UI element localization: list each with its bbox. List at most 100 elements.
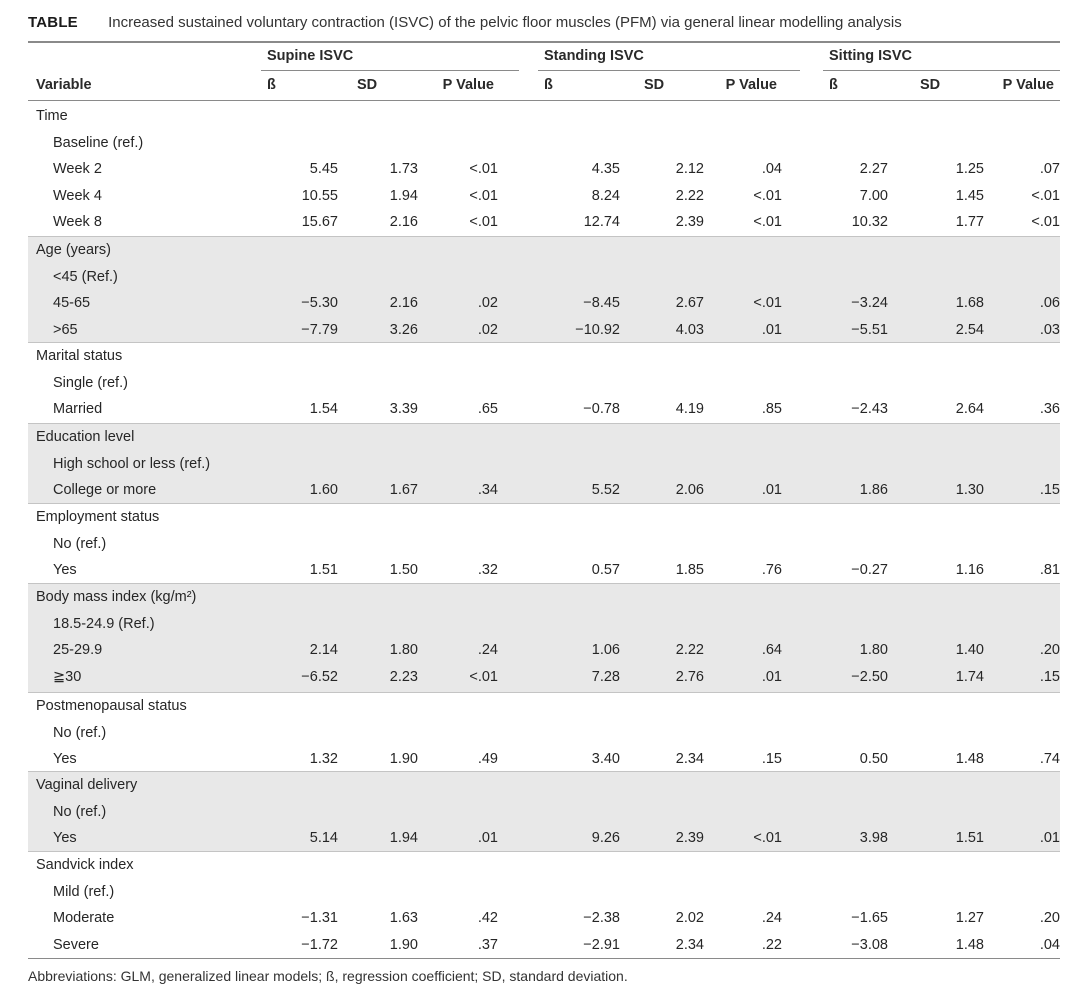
section-title-row: Employment status (28, 504, 1060, 530)
table-row: No (ref.) (28, 531, 1060, 557)
supine-beta-cell: −5.30 (301, 295, 338, 312)
supine-p-value-cell: .37 (477, 936, 498, 953)
standing-p-value-cell: .85 (761, 401, 782, 418)
supine-beta-cell: 1.54 (309, 401, 338, 418)
table-row: Mild (ref.) (28, 879, 1060, 905)
sitting-beta-cell: 1.80 (859, 642, 888, 659)
sitting-p-value-cell: .81 (1039, 562, 1060, 579)
table-row: College or more 1.60 1.67 .34 5.52 2.06 .01 1.8… (28, 477, 1060, 503)
sitting-beta-cell: 10.32 (851, 214, 888, 231)
standing-beta-cell: 1.06 (591, 642, 620, 659)
section-title-row: Body mass index (kg/m²) (28, 584, 1060, 610)
supine-p-value-cell: <.01 (469, 187, 498, 204)
standing-sd-cell: 2.39 (675, 214, 704, 231)
sitting-sd-cell: 1.74 (955, 668, 984, 685)
row-label: Mild (ref.) (53, 883, 115, 900)
row-label: No (ref.) (53, 803, 107, 820)
table-row: Yes 1.32 1.90 .49 3.40 2.34 .15 0.50 1.48 .74 (28, 746, 1060, 772)
supine-beta-cell: −1.72 (301, 936, 338, 953)
table-row: Week 4 10.55 1.94 <.01 8.24 2.22 <.01 7.00 1.45 <… (28, 183, 1060, 209)
table-row: Baseline (ref.) (28, 130, 1060, 156)
row-label: High school or less (ref.) (53, 455, 211, 472)
table-row: Married 1.54 3.39 .65 −0.78 4.19 .85 −2.43 2.64.… (28, 396, 1060, 422)
row-label: >65 (53, 321, 78, 338)
section-title: Time (36, 108, 68, 124)
table-row: 25-29.9 2.14 1.80 .24 1.06 2.22 .64 1.80 1.40 .20 (28, 637, 1060, 663)
section-title: Marital status (36, 348, 123, 364)
sitting-p-value-cell: <.01 (1031, 187, 1060, 204)
group-rule-supine (261, 70, 519, 71)
supine-sd-cell: 1.90 (389, 936, 418, 953)
column-header-beta: ß (544, 77, 553, 93)
standing-beta-cell: −2.91 (583, 936, 620, 953)
section-title: Education level (36, 429, 135, 445)
table-row: Moderate −1.31 1.63 .42 −2.38 2.02 .24 −1.65 1.2… (28, 905, 1060, 931)
sitting-beta-cell: 7.00 (859, 187, 888, 204)
sitting-p-value-cell: .15 (1039, 482, 1060, 499)
row-label: Moderate (53, 910, 115, 927)
standing-beta-cell: 12.74 (583, 214, 620, 231)
supine-beta-cell: 2.14 (309, 642, 338, 659)
group-rule-sitting (823, 70, 1060, 71)
row-label: No (ref.) (53, 724, 107, 741)
standing-p-value-cell: .76 (761, 562, 782, 579)
sitting-p-value-cell: .06 (1039, 295, 1060, 312)
standing-sd-cell: 2.67 (675, 295, 704, 312)
standing-beta-cell: −0.78 (583, 401, 620, 418)
header-rule (28, 100, 1060, 101)
sitting-sd-cell: 1.16 (955, 562, 984, 579)
row-label: Week 2 (53, 161, 102, 178)
group-rule-standing (538, 70, 800, 71)
sitting-p-value-cell: .20 (1039, 910, 1060, 927)
section-band (28, 771, 1060, 851)
table-row: Yes 5.14 1.94 .01 9.26 2.39 <.01 3.98 1.51 .01 (28, 825, 1060, 851)
standing-sd-cell: 2.34 (675, 751, 704, 768)
supine-p-value-cell: .24 (477, 642, 498, 659)
table-row: <45 (Ref.) (28, 264, 1060, 290)
standing-beta-cell: 0.57 (591, 562, 620, 579)
section-title: Employment status (36, 509, 160, 525)
sitting-beta-cell: 2.27 (859, 161, 888, 178)
supine-beta-cell: −6.52 (301, 668, 338, 685)
section-divider (28, 423, 1060, 424)
row-label: 25-29.9 (53, 642, 103, 659)
sitting-p-value-cell: <.01 (1031, 214, 1060, 231)
sitting-beta-cell: −3.08 (851, 936, 888, 953)
standing-beta-cell: 8.24 (591, 187, 620, 204)
supine-sd-cell: 3.26 (389, 321, 418, 338)
section-divider (28, 851, 1060, 852)
standing-beta-cell: 4.35 (591, 161, 620, 178)
column-header-p-value: P Value (1002, 77, 1054, 93)
sitting-beta-cell: −3.24 (851, 295, 888, 312)
sitting-sd-cell: 1.48 (955, 751, 984, 768)
sitting-beta-cell: 3.98 (859, 830, 888, 847)
section-title-row: Postmenopausal status (28, 693, 1060, 719)
supine-sd-cell: 1.80 (389, 642, 418, 659)
standing-p-value-cell: <.01 (753, 830, 782, 847)
standing-beta-cell: −10.92 (575, 321, 620, 338)
supine-beta-cell: 1.51 (309, 562, 338, 579)
sitting-p-value-cell: .03 (1039, 321, 1060, 338)
group-header-sitting: Sitting ISVC (829, 48, 912, 64)
standing-sd-cell: 2.22 (675, 187, 704, 204)
section-band (28, 583, 1060, 692)
column-header-sd: SD (920, 77, 941, 93)
supine-sd-cell: 1.73 (389, 161, 418, 178)
sitting-p-value-cell: .20 (1039, 642, 1060, 659)
sitting-sd-cell: 1.51 (955, 830, 984, 847)
sitting-p-value-cell: .36 (1039, 401, 1060, 418)
supine-sd-cell: 1.90 (389, 751, 418, 768)
supine-beta-cell: −1.31 (301, 910, 338, 927)
row-label: <45 (Ref.) (53, 268, 118, 285)
standing-sd-cell: 4.03 (675, 321, 704, 338)
row-label: Married (53, 401, 103, 418)
row-label: Baseline (ref.) (53, 134, 144, 151)
supine-sd-cell: 1.67 (389, 482, 418, 499)
supine-beta-cell: 10.55 (301, 187, 338, 204)
standing-p-value-cell: <.01 (753, 187, 782, 204)
standing-p-value-cell: .64 (761, 642, 782, 659)
caption-text: Increased sustained voluntary contractio… (108, 14, 902, 31)
row-label: College or more (53, 482, 157, 499)
standing-p-value-cell: .24 (761, 910, 782, 927)
group-header-supine: Supine ISVC (267, 48, 354, 64)
